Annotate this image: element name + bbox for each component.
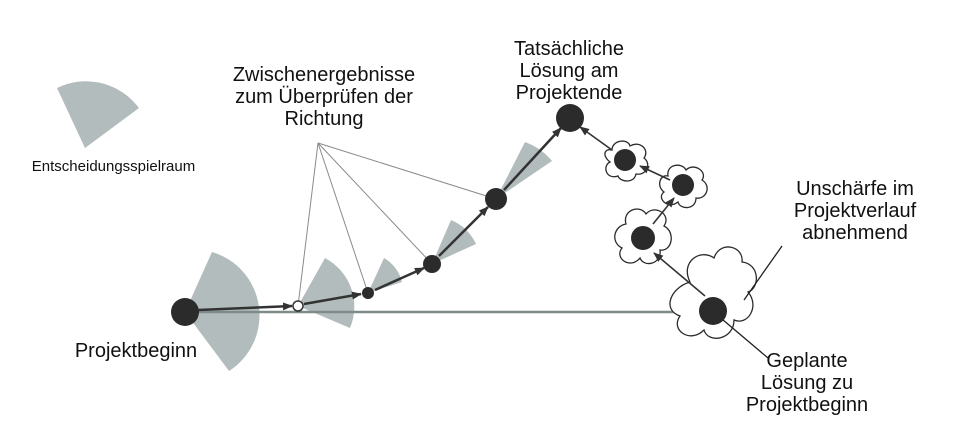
intermediate-node-4	[485, 188, 507, 210]
project-start-label: Projektbeginn	[74, 340, 198, 362]
cloud-node-medium	[631, 226, 655, 250]
planned-solution-node	[699, 297, 727, 325]
uncertainty-label: Unschärfe im Projektverlauf abnehmend	[793, 178, 917, 244]
actual-solution-label: Tatsächliche Lösung am Projektende	[513, 38, 625, 104]
legend-label: Entscheidungsspielraum	[31, 158, 196, 175]
intermediate-pointer-lines	[297, 142, 497, 307]
decision-sector-1	[298, 258, 355, 328]
cloud-node-small-top	[614, 149, 636, 171]
uncertainty-cloud-large	[669, 246, 757, 339]
cloud-node-small-right	[672, 174, 694, 196]
intermediate-node-3	[423, 255, 441, 273]
planned-solution-label: Geplante Lösung zu Projektbeginn	[745, 350, 869, 416]
decision-sector-4	[496, 142, 552, 199]
convergence-arrows	[579, 126, 706, 297]
uncertainty-pointer-line	[743, 245, 783, 301]
decision-sector-2	[368, 258, 402, 293]
intermediate-results-label: Zwischenergebnisse zum Überprüfen der Ri…	[232, 64, 416, 130]
legend-decision-sector	[57, 81, 139, 148]
actual-path	[197, 127, 562, 312]
planned-solution-pointer-line	[715, 313, 769, 359]
start-node	[171, 298, 199, 326]
intermediate-node-2	[362, 287, 374, 299]
actual-solution-node	[556, 104, 584, 132]
intermediate-node-1	[292, 300, 304, 312]
